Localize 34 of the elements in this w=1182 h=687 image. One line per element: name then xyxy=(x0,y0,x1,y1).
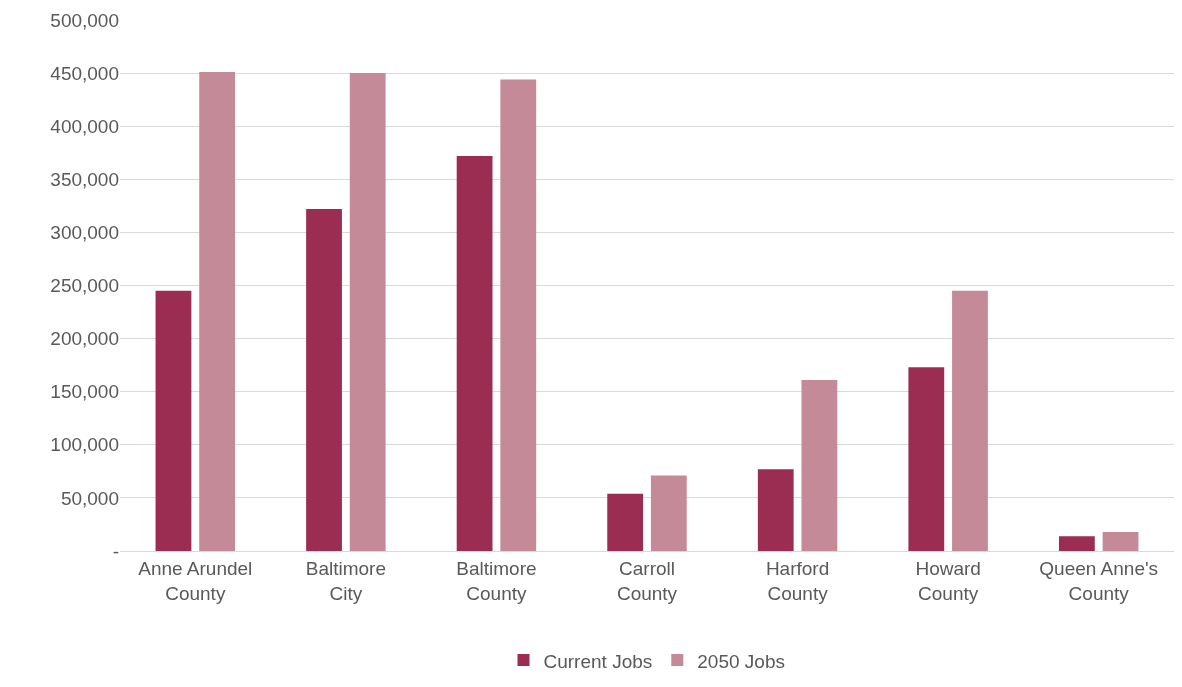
x-tick-label: Queen Anne's County xyxy=(1039,557,1159,604)
legend-label: Current Jobs xyxy=(543,650,653,672)
bar xyxy=(1102,531,1139,551)
x-tick-label: Baltimore County xyxy=(456,557,537,604)
y-tick-label: 200,000 xyxy=(50,328,119,350)
x-tick-label: Carroll County xyxy=(616,557,678,604)
bar xyxy=(456,155,493,551)
x-tick-label: Harford County xyxy=(765,557,830,604)
y-tick-label: 300,000 xyxy=(50,222,119,244)
bar xyxy=(155,290,192,551)
y-tick-label: 350,000 xyxy=(50,168,119,190)
bar xyxy=(952,290,988,551)
y-tick-label: 100,000 xyxy=(50,434,119,456)
y-tick-label: 150,000 xyxy=(50,381,119,403)
bar xyxy=(199,72,236,551)
x-tick-label: Anne Arundel County xyxy=(138,557,253,604)
y-tick-label: 250,000 xyxy=(50,275,119,297)
bar xyxy=(801,380,838,551)
bar xyxy=(1058,536,1095,551)
y-tick-label: 400,000 xyxy=(50,115,119,137)
bar xyxy=(607,493,644,551)
y-tick-label: 50,000 xyxy=(60,487,119,509)
bar xyxy=(757,469,794,551)
bar xyxy=(306,209,342,551)
bar xyxy=(500,79,537,551)
bar xyxy=(650,475,687,551)
bar xyxy=(349,73,386,551)
y-tick-label: 500,000 xyxy=(50,9,119,31)
y-tick-label: 450,000 xyxy=(50,62,119,84)
legend-label: 2050 Jobs xyxy=(697,650,785,672)
y-tick-label: - xyxy=(112,540,119,562)
x-tick-label: Howard County xyxy=(915,557,981,604)
x-tick-label: Baltimore City xyxy=(305,557,386,604)
bar xyxy=(908,367,945,551)
